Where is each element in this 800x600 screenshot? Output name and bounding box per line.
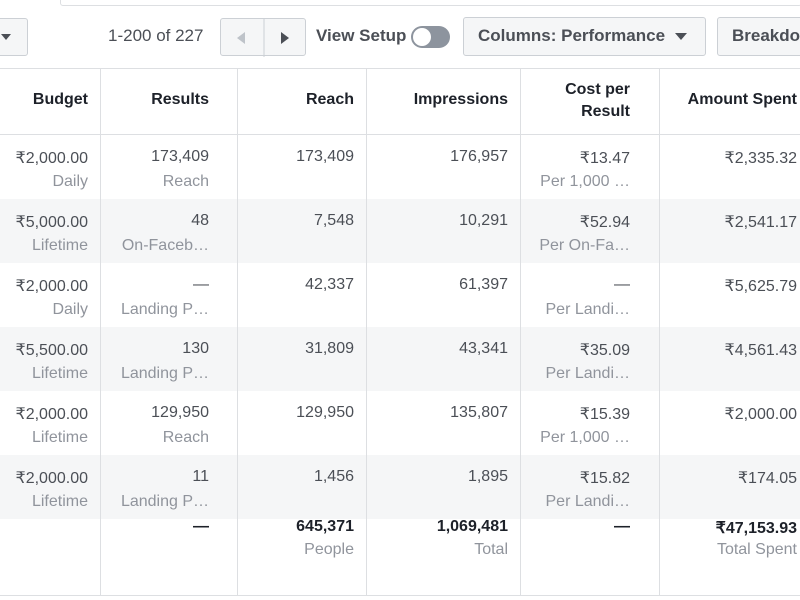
breakdown-label: Breakdown bbox=[732, 26, 800, 45]
total-value: 645,371 bbox=[296, 518, 354, 535]
cell-value: ₹2,000.00 bbox=[15, 150, 88, 167]
caret-icon bbox=[1, 34, 11, 40]
cell-value: ₹52.94 bbox=[579, 214, 630, 231]
cell-value: ₹5,000.00 bbox=[15, 214, 88, 231]
cell-value: ₹35.09 bbox=[579, 342, 630, 359]
cell-subtext: Lifetime bbox=[31, 365, 88, 382]
cell-subtext: Lifetime bbox=[31, 493, 88, 510]
search-bar-edge bbox=[60, 0, 800, 6]
column-divider bbox=[520, 68, 521, 595]
breakdown-button[interactable]: Breakdown bbox=[717, 17, 800, 56]
row-background bbox=[0, 199, 800, 263]
cell-value: ₹13.47 bbox=[579, 150, 630, 167]
total-value: — bbox=[193, 518, 209, 535]
cell-value: ₹4,561.43 bbox=[724, 342, 797, 359]
cell-value: 176,957 bbox=[450, 148, 508, 165]
total-label: Total Spent bbox=[716, 541, 797, 558]
column-header: Results bbox=[151, 91, 209, 108]
cell-value: — bbox=[614, 276, 630, 293]
cell-value: 135,807 bbox=[450, 404, 508, 421]
cell-value: 173,409 bbox=[151, 148, 209, 165]
cell-value: 31,809 bbox=[305, 340, 354, 357]
cell-value: ₹2,000.00 bbox=[724, 406, 797, 423]
cell-value: ₹15.39 bbox=[579, 406, 630, 423]
total-value: — bbox=[614, 518, 630, 535]
row-background bbox=[0, 455, 800, 519]
cell-subtext: Reach bbox=[162, 173, 209, 190]
cell-value: 61,397 bbox=[459, 276, 508, 293]
cell-subtext: Lifetime bbox=[31, 429, 88, 446]
cell-subtext: Per Landi… bbox=[545, 301, 631, 318]
total-value: ₹47,153.93 bbox=[715, 520, 797, 537]
cell-subtext: Daily bbox=[52, 301, 88, 318]
column-header: Impressions bbox=[413, 91, 508, 108]
cell-value: 173,409 bbox=[296, 148, 354, 165]
table-bottom-border bbox=[0, 595, 800, 596]
cell-value: — bbox=[193, 276, 209, 293]
cell-subtext: On-Faceb… bbox=[121, 237, 209, 254]
cell-subtext: Landing P… bbox=[120, 301, 209, 318]
view-setup-label[interactable]: View Setup bbox=[316, 26, 407, 45]
cell-subtext: Per 1,000 … bbox=[540, 173, 630, 190]
caret-icon bbox=[675, 33, 687, 40]
cell-value: ₹2,541.17 bbox=[724, 214, 797, 231]
column-divider bbox=[100, 68, 101, 595]
cell-subtext: Landing P… bbox=[120, 493, 209, 510]
row-background bbox=[0, 327, 800, 391]
cell-value: 129,950 bbox=[296, 404, 354, 421]
cell-subtext: Per 1,000 … bbox=[540, 429, 630, 446]
cell-subtext: Per On-Fa… bbox=[539, 237, 630, 254]
pager bbox=[220, 18, 306, 57]
cell-subtext: Landing P… bbox=[120, 365, 209, 382]
cell-subtext: Lifetime bbox=[31, 237, 88, 254]
cell-value: ₹5,625.79 bbox=[724, 278, 797, 295]
cell-value: 1,895 bbox=[467, 468, 508, 485]
column-divider bbox=[659, 68, 660, 595]
columns-label: Columns: Performance bbox=[478, 26, 666, 45]
table-border bbox=[0, 68, 800, 69]
cell-subtext: Reach bbox=[162, 429, 209, 446]
header-border bbox=[0, 134, 800, 135]
cell-value: 42,337 bbox=[305, 276, 354, 293]
cell-subtext: Per Landi… bbox=[545, 365, 631, 382]
column-divider bbox=[366, 68, 367, 595]
cell-value: 43,341 bbox=[459, 340, 508, 357]
cell-value: ₹174.05 bbox=[737, 470, 797, 487]
total-label: People bbox=[304, 541, 354, 558]
cell-value: 7,548 bbox=[313, 212, 354, 229]
cell-value: 129,950 bbox=[151, 404, 209, 421]
cell-value: 11 bbox=[192, 468, 209, 485]
columns-button[interactable]: Columns: Performance bbox=[463, 17, 706, 56]
cell-value: ₹2,335.32 bbox=[724, 150, 797, 167]
total-label: Total bbox=[474, 541, 508, 558]
total-value: 1,069,481 bbox=[436, 518, 508, 535]
cell-subtext: Daily bbox=[52, 173, 88, 190]
cell-value: ₹2,000.00 bbox=[15, 406, 88, 423]
column-divider bbox=[237, 68, 238, 595]
pagination-text: 1-200 of 227 bbox=[108, 26, 204, 45]
column-header: Cost per Result bbox=[565, 81, 630, 120]
column-header: Reach bbox=[305, 91, 354, 108]
cell-value: ₹5,500.00 bbox=[15, 342, 88, 359]
dropdown-button[interactable] bbox=[0, 18, 28, 56]
cell-value: ₹2,000.00 bbox=[15, 278, 88, 295]
cell-subtext: Per Landi… bbox=[545, 493, 631, 510]
pager-icons bbox=[237, 19, 289, 57]
view-setup-toggle[interactable] bbox=[410, 24, 452, 50]
cell-value: 48 bbox=[191, 212, 209, 229]
cell-value: 130 bbox=[182, 340, 209, 357]
cell-value: 1,456 bbox=[313, 468, 354, 485]
cell-value: ₹15.82 bbox=[579, 470, 630, 487]
column-header: Budget bbox=[32, 91, 88, 108]
cell-value: ₹2,000.00 bbox=[15, 470, 88, 487]
cell-value: 10,291 bbox=[459, 212, 508, 229]
column-header: Amount Spent bbox=[687, 91, 797, 108]
